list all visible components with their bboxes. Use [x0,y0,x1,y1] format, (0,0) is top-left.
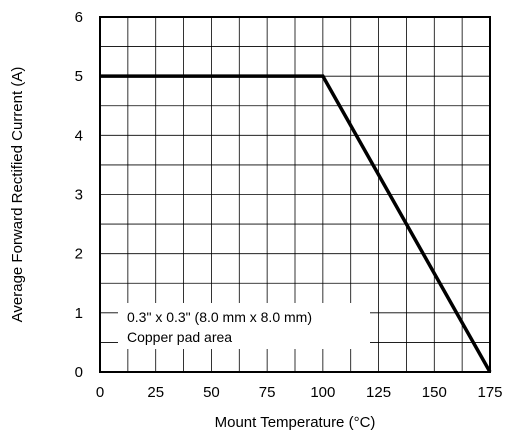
y-tick-label: 1 [75,305,83,322]
y-axis-label: Average Forward Rectified Current (A) [9,67,26,323]
x-tick-label: 50 [203,384,220,401]
y-tick-label: 0 [75,364,83,381]
y-tick-label: 5 [75,68,83,85]
x-tick-label: 150 [422,384,447,401]
series-layer [100,74,492,373]
y-tick-label: 4 [75,127,83,144]
x-tick-label: 0 [96,384,104,401]
plot-frame [99,16,491,373]
annotation-line-2: Copper pad area [127,329,232,345]
y-tick-label: 3 [75,187,83,204]
x-tick-label: 125 [366,384,391,401]
x-tick-label: 25 [147,384,164,401]
annotation-line-1: 0.3" x 0.3" (8.0 mm x 8.0 mm) [127,309,312,325]
x-tick-labels: 0 25 50 75 100 125 150 175 [96,384,503,401]
y-tick-label: 2 [75,246,83,263]
x-axis-label: Mount Temperature (°C) [215,414,376,431]
x-tick-label: 75 [259,384,276,401]
x-tick-label: 175 [477,384,502,401]
x-tick-label: 100 [310,384,335,401]
annotation-box: 0.3" x 0.3" (8.0 mm x 8.0 mm) Copper pad… [118,303,370,349]
y-tick-label: 6 [75,9,83,26]
y-tick-labels: 0 1 2 3 4 5 6 [75,9,83,381]
series-line-0 [100,74,492,373]
